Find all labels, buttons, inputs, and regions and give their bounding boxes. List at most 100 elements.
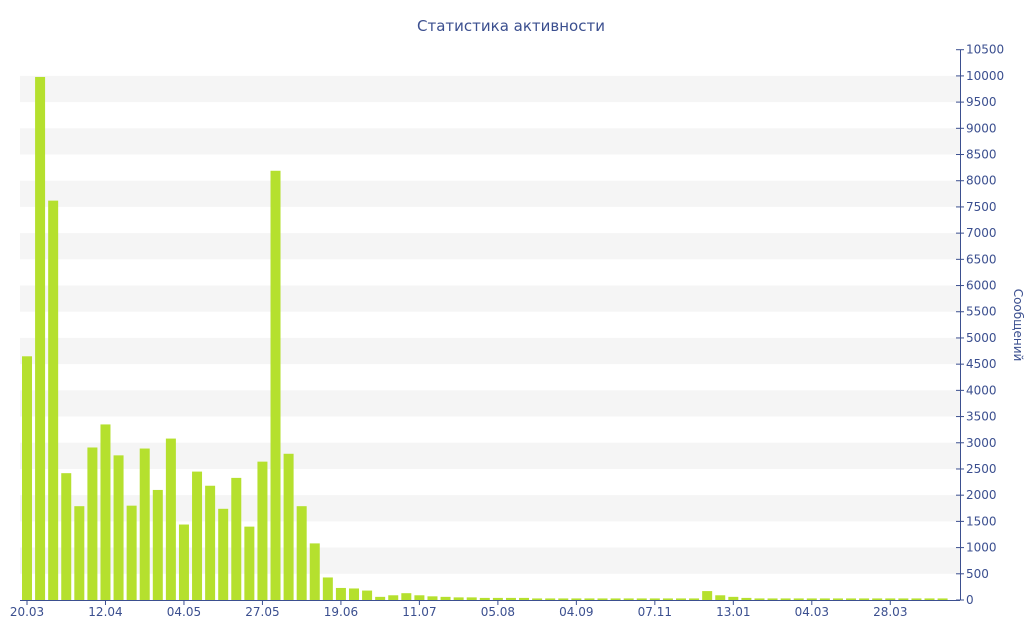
bar bbox=[296, 506, 307, 600]
bar bbox=[466, 597, 477, 600]
y-tick-label: 9500 bbox=[966, 95, 997, 109]
bar bbox=[192, 471, 203, 600]
bar bbox=[676, 598, 686, 600]
bar bbox=[636, 598, 647, 600]
bar bbox=[283, 453, 294, 600]
background-band bbox=[20, 75, 960, 103]
y-tick-label: 8500 bbox=[966, 148, 997, 162]
bar bbox=[453, 597, 464, 600]
bar bbox=[35, 76, 46, 601]
y-tick-label: 2500 bbox=[966, 462, 997, 476]
y-tick-label: 0 bbox=[966, 593, 974, 607]
bar bbox=[309, 543, 320, 600]
bar bbox=[74, 506, 85, 600]
bar bbox=[519, 597, 530, 600]
x-tick-label: 11.07 bbox=[402, 605, 436, 619]
background-band bbox=[20, 337, 960, 365]
x-tick-label: 12.04 bbox=[88, 605, 122, 619]
x-tick-label: 05.08 bbox=[481, 605, 515, 619]
bar bbox=[924, 598, 935, 600]
bar bbox=[885, 598, 896, 600]
bar bbox=[584, 598, 595, 600]
bar bbox=[649, 598, 660, 600]
bar bbox=[205, 485, 216, 600]
bar bbox=[322, 577, 333, 600]
y-tick-label: 10000 bbox=[966, 69, 1004, 83]
bar bbox=[558, 598, 569, 600]
bar bbox=[100, 424, 111, 600]
bar bbox=[793, 598, 804, 600]
y-tick-label: 1500 bbox=[966, 514, 997, 528]
bar bbox=[178, 524, 189, 600]
bar bbox=[545, 598, 556, 600]
bar bbox=[597, 598, 608, 600]
bar bbox=[728, 596, 739, 600]
y-tick-label: 3000 bbox=[966, 436, 997, 450]
bar bbox=[139, 448, 150, 600]
bar bbox=[767, 598, 778, 600]
bar bbox=[401, 593, 412, 600]
bar bbox=[780, 598, 791, 600]
y-tick-label: 9000 bbox=[966, 121, 997, 135]
bar bbox=[532, 598, 543, 600]
bar bbox=[479, 597, 490, 600]
bar bbox=[846, 598, 857, 600]
bar bbox=[362, 590, 373, 600]
y-tick-label: 4000 bbox=[966, 383, 997, 397]
bar bbox=[165, 438, 176, 600]
bar bbox=[257, 461, 268, 600]
bar bbox=[819, 598, 830, 600]
bar bbox=[218, 508, 229, 600]
x-tick-label: 27.05 bbox=[245, 605, 279, 619]
bar bbox=[427, 596, 438, 600]
y-tick-label: 6000 bbox=[966, 279, 997, 293]
background-band bbox=[20, 128, 960, 155]
bar bbox=[832, 598, 843, 600]
bar bbox=[388, 595, 399, 600]
bar bbox=[270, 170, 281, 601]
background-band bbox=[20, 442, 960, 469]
y-tick-label: 500 bbox=[966, 567, 989, 581]
chart-title: Статистика активности bbox=[417, 17, 605, 35]
bar bbox=[623, 598, 634, 600]
bar bbox=[375, 596, 386, 600]
bar bbox=[806, 598, 817, 600]
y-tick-label: 5500 bbox=[966, 305, 997, 319]
y-tick-label: 5000 bbox=[966, 331, 997, 345]
x-tick-label: 07.11 bbox=[638, 605, 672, 619]
bar bbox=[349, 588, 359, 600]
background-band bbox=[20, 390, 960, 417]
x-tick-label: 28.03 bbox=[873, 605, 907, 619]
bars-layer bbox=[22, 76, 948, 601]
x-tick-label: 13.01 bbox=[716, 605, 750, 619]
x-tick-label: 04.03 bbox=[795, 605, 829, 619]
background-band bbox=[20, 495, 960, 522]
bar bbox=[571, 598, 582, 600]
y-tick-label: 7500 bbox=[966, 200, 997, 214]
y-tick-label: 2000 bbox=[966, 488, 997, 502]
bar bbox=[911, 598, 922, 600]
bar bbox=[610, 598, 621, 600]
bar bbox=[741, 597, 752, 600]
bar bbox=[335, 587, 346, 600]
background-band bbox=[20, 547, 960, 574]
x-tick-label: 04.09 bbox=[559, 605, 593, 619]
background-band bbox=[20, 285, 960, 312]
bar bbox=[689, 598, 700, 600]
bar bbox=[937, 598, 948, 600]
x-tick-label: 20.03 bbox=[10, 605, 44, 619]
background-band bbox=[20, 180, 960, 207]
bar bbox=[244, 526, 255, 600]
bar bbox=[22, 356, 32, 600]
bar bbox=[61, 473, 72, 600]
bar bbox=[754, 598, 765, 600]
x-tick-label: 19.06 bbox=[324, 605, 358, 619]
bar bbox=[872, 598, 883, 600]
y-tick-label: 10500 bbox=[966, 43, 1004, 57]
bar bbox=[702, 591, 713, 600]
bar bbox=[492, 597, 503, 600]
bar bbox=[231, 477, 242, 600]
background-bands bbox=[20, 75, 960, 574]
